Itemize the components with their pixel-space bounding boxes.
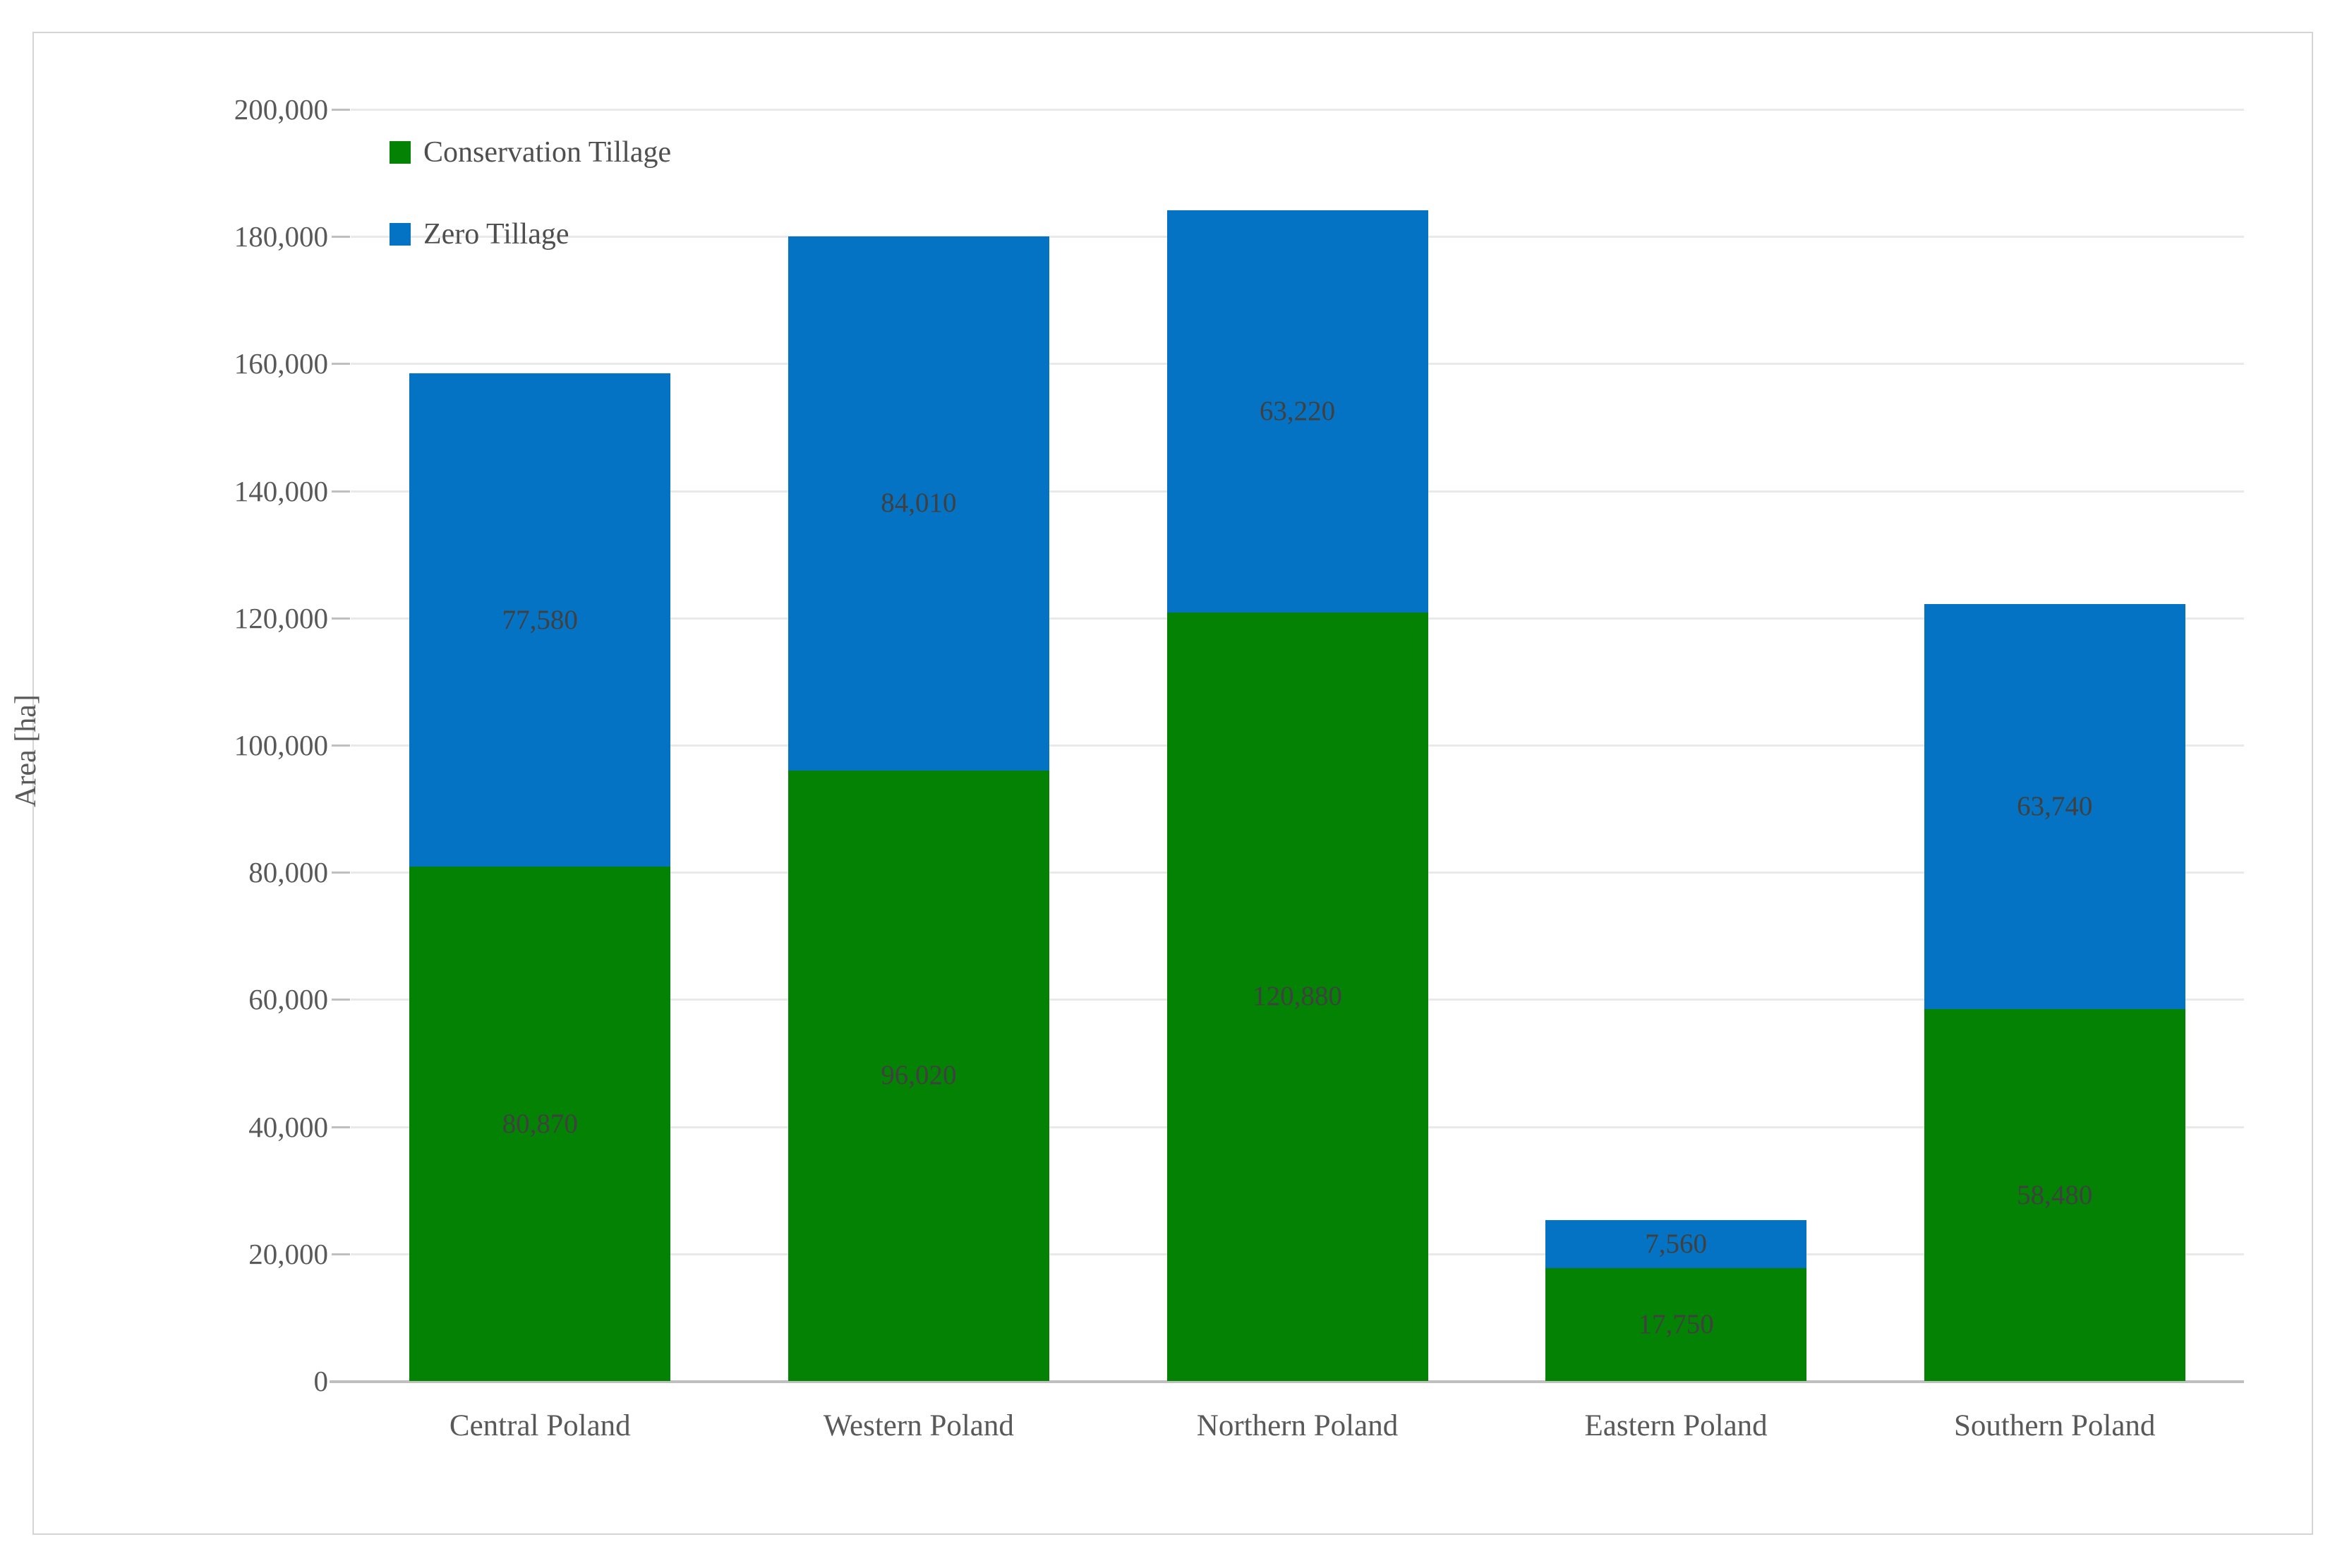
legend-item-zero-tillage: Zero Tillage [390,218,671,251]
bar-data-label: 63,740 [2017,790,2093,821]
y-axis-title: Area [ha] [10,694,42,807]
x-axis-category-label: Eastern Poland [1584,1409,1768,1442]
legend-item-conservation-tillage: Conservation Tillage [390,136,672,169]
gridline [351,109,2244,111]
y-axis-tick [332,363,350,366]
bar-segment-conservation-tillage [1924,1009,2185,1381]
bar-segment-zero-tillage [1924,603,2185,1010]
bar-data-label: 63,220 [1259,396,1336,427]
bar-segment-conservation-tillage [1545,1268,1807,1381]
bar-segment-conservation-tillage [788,770,1049,1381]
x-axis-category-label: Central Poland [449,1409,631,1442]
y-axis-tick [332,236,350,239]
bar-data-label: 58,480 [2017,1179,2093,1210]
y-axis-tick-label: 80,000 [248,856,328,889]
x-axis-category-label: Western Poland [823,1409,1014,1442]
bar-data-label: 17,750 [1638,1309,1714,1340]
legend: Conservation Tillage Zero Tillage [390,136,672,302]
y-axis-tick-label: 140,000 [234,474,328,507]
bar-data-label: 77,580 [502,604,578,635]
bar-segment-zero-tillage [409,373,671,867]
bar-segment-conservation-tillage [1166,612,1428,1381]
bar-data-label: 84,010 [881,488,957,519]
y-axis-tick-label: 180,000 [234,220,328,253]
y-axis-tick [332,744,350,747]
bar-segment-zero-tillage [1166,210,1428,613]
bar-data-label: 80,870 [502,1108,578,1139]
legend-swatch-icon [390,141,411,164]
y-axis-tick-label: 40,000 [248,1110,328,1143]
legend-label: Zero Tillage [423,218,569,251]
y-axis-tick [332,872,350,874]
x-axis-category-label: Southern Poland [1953,1409,2156,1442]
y-axis-tick-label: 200,000 [234,93,328,126]
y-axis-tick-label: 60,000 [248,983,328,1016]
legend-label: Conservation Tillage [423,136,672,169]
y-axis-tick-label: 100,000 [234,729,328,761]
y-axis-tick-label: 0 [313,1365,329,1397]
x-axis-line [330,1380,2244,1383]
y-axis-tick [332,109,350,111]
y-axis-tick-label: 20,000 [248,1237,328,1270]
y-axis-tick-label: 160,000 [234,347,328,380]
legend-swatch-icon [390,223,411,246]
x-axis-category-label: Northern Poland [1196,1409,1399,1442]
y-axis-tick-label: 120,000 [234,601,328,634]
bar-data-label: 96,020 [881,1060,957,1091]
y-axis-tick [332,1253,350,1255]
y-axis-tick [332,999,350,1001]
bar-segment-zero-tillage [1545,1219,1807,1269]
bar-segment-conservation-tillage [409,867,671,1381]
y-axis-tick [332,1126,350,1128]
bar-data-label: 7,560 [1645,1229,1707,1259]
bar-data-label: 120,880 [1253,981,1342,1012]
y-axis-tick [332,617,350,620]
y-axis-tick [332,490,350,493]
bar-segment-zero-tillage [788,236,1049,771]
